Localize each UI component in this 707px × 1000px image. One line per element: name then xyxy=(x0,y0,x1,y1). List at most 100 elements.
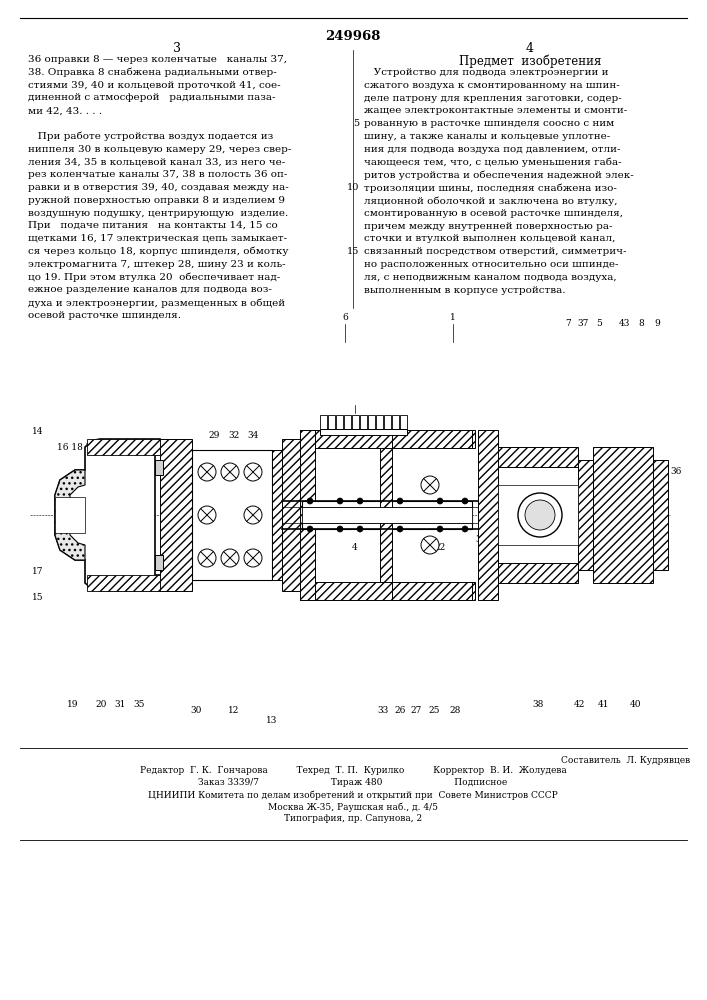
Bar xyxy=(376,415,383,429)
Bar xyxy=(593,447,653,583)
Text: 37: 37 xyxy=(578,319,589,328)
Bar xyxy=(300,430,315,600)
Text: 9: 9 xyxy=(654,319,660,328)
Text: смонтированную в осевой расточке шпинделя,: смонтированную в осевой расточке шпиндел… xyxy=(364,209,623,218)
Circle shape xyxy=(198,549,216,567)
Text: 2: 2 xyxy=(292,536,298,544)
Text: 16 18 24 10  11  21: 16 18 24 10 11 21 xyxy=(57,442,146,452)
Text: 42: 42 xyxy=(573,700,585,709)
Bar xyxy=(320,429,407,435)
Text: ежное разделение каналов для подвода воз-: ежное разделение каналов для подвода воз… xyxy=(28,285,272,294)
Circle shape xyxy=(244,549,262,567)
Text: 3: 3 xyxy=(475,536,481,544)
Text: При работе устройства воздух подается из: При работе устройства воздух подается из xyxy=(28,132,273,141)
Text: Типография, пр. Сапунова, 2: Типография, пр. Сапунова, 2 xyxy=(284,814,422,823)
Text: 35: 35 xyxy=(133,700,145,709)
Circle shape xyxy=(421,536,439,554)
Text: сточки и втулкой выполнен кольцевой канал,: сточки и втулкой выполнен кольцевой кана… xyxy=(364,234,615,243)
Bar xyxy=(392,582,472,600)
Bar xyxy=(498,485,578,545)
Bar xyxy=(155,460,163,475)
Text: жащее электроконтактные элементы и смонти-: жащее электроконтактные элементы и смонт… xyxy=(364,106,627,115)
Text: ми 42, 43. . . .: ми 42, 43. . . . xyxy=(28,106,102,115)
Text: 41: 41 xyxy=(597,700,609,709)
Text: но расположенных относительно оси шпинде-: но расположенных относительно оси шпинде… xyxy=(364,260,619,269)
Text: Предмет  изобретения: Предмет изобретения xyxy=(459,55,601,68)
Bar xyxy=(344,415,351,429)
Text: 5: 5 xyxy=(596,319,602,328)
Text: 22: 22 xyxy=(434,544,445,552)
Circle shape xyxy=(337,526,343,532)
Text: воздушную подушку, центрирующую  изделие.: воздушную подушку, центрирующую изделие. xyxy=(28,209,288,218)
Text: рез коленчатые каналы 37, 38 в полость 36 оп-: рез коленчатые каналы 37, 38 в полость 3… xyxy=(28,170,287,179)
Text: 39: 39 xyxy=(654,488,666,496)
Circle shape xyxy=(357,498,363,504)
Circle shape xyxy=(397,498,403,504)
Text: троизоляции шины, последняя снабжена изо-: троизоляции шины, последняя снабжена изо… xyxy=(364,183,617,193)
Bar xyxy=(498,447,578,467)
Text: 13: 13 xyxy=(267,716,278,725)
Text: электромагнита 7, штекер 28, шину 23 и коль-: электромагнита 7, штекер 28, шину 23 и к… xyxy=(28,260,286,269)
Text: 40: 40 xyxy=(629,700,641,709)
Text: 4: 4 xyxy=(526,42,534,55)
Text: ния для подвода воздуха под давлением, отли-: ния для подвода воздуха под давлением, о… xyxy=(364,145,621,154)
Text: 17: 17 xyxy=(32,568,44,576)
Text: 36: 36 xyxy=(670,468,682,477)
Bar xyxy=(302,507,472,523)
Circle shape xyxy=(397,526,403,532)
Circle shape xyxy=(221,463,239,481)
Text: 26: 26 xyxy=(395,706,406,715)
Text: стиями 39, 40 и кольцевой проточкой 41, сое-: стиями 39, 40 и кольцевой проточкой 41, … xyxy=(28,81,281,90)
Text: ниппеля 30 в кольцевую камеру 29, через свер-: ниппеля 30 в кольцевую камеру 29, через … xyxy=(28,145,291,154)
Text: 8: 8 xyxy=(638,319,644,328)
Text: 27: 27 xyxy=(410,706,421,715)
Text: 25: 25 xyxy=(428,706,440,715)
Text: диненной с атмосферой   радиальными паза-: диненной с атмосферой радиальными паза- xyxy=(28,93,276,102)
Text: 4: 4 xyxy=(352,544,358,552)
Text: осевой расточке шпинделя.: осевой расточке шпинделя. xyxy=(28,311,181,320)
Circle shape xyxy=(525,500,555,530)
Text: сжатого воздуха к смонтированному на шпин-: сжатого воздуха к смонтированному на шпи… xyxy=(364,81,620,90)
Text: ля, с неподвижным каналом подвода воздуха,: ля, с неподвижным каналом подвода воздух… xyxy=(364,273,617,282)
Text: 20: 20 xyxy=(95,700,107,709)
Bar xyxy=(380,448,392,582)
Circle shape xyxy=(437,498,443,504)
Text: При   подаче питания   на контакты 14, 15 со: При подаче питания на контакты 14, 15 со xyxy=(28,221,278,230)
Bar xyxy=(336,415,343,429)
Text: 14: 14 xyxy=(32,428,44,436)
Circle shape xyxy=(307,498,313,504)
Text: 30: 30 xyxy=(190,706,201,715)
Bar xyxy=(282,439,302,591)
Text: 249968: 249968 xyxy=(325,30,380,43)
Text: Устройство для подвода электроэнергии и: Устройство для подвода электроэнергии и xyxy=(364,68,609,77)
Bar xyxy=(653,460,668,570)
Text: 31: 31 xyxy=(115,700,126,709)
Text: ления 34, 35 в кольцевой канал 33, из него че-: ления 34, 35 в кольцевой канал 33, из не… xyxy=(28,157,285,166)
Text: 3: 3 xyxy=(173,42,181,55)
Text: Составитель  Л. Кудрявцев: Составитель Л. Кудрявцев xyxy=(561,756,690,765)
Circle shape xyxy=(357,526,363,532)
Text: 32: 32 xyxy=(228,430,240,440)
Bar xyxy=(498,563,578,583)
Text: шину, а также каналы и кольцевые уплотне-: шину, а также каналы и кольцевые уплотне… xyxy=(364,132,610,141)
Bar xyxy=(498,467,578,563)
Text: 23: 23 xyxy=(240,536,252,544)
Text: 29: 29 xyxy=(209,430,220,440)
Text: чающееся тем, что, с целью уменьшения габа-: чающееся тем, что, с целью уменьшения га… xyxy=(364,158,621,167)
Text: 34: 34 xyxy=(247,430,259,440)
Text: 38: 38 xyxy=(532,700,544,709)
Bar xyxy=(87,439,160,455)
Circle shape xyxy=(244,506,262,524)
Text: 15: 15 xyxy=(32,593,44,602)
Bar xyxy=(20,310,687,725)
Bar xyxy=(392,430,472,448)
Text: Москва Ж-35, Раушская наб., д. 4/5: Москва Ж-35, Раушская наб., д. 4/5 xyxy=(268,802,438,812)
Text: 5: 5 xyxy=(353,119,359,128)
Text: связанный посредством отверстий, симметрич-: связанный посредством отверстий, симметр… xyxy=(364,247,626,256)
Bar xyxy=(392,415,399,429)
Text: Редактор  Г. К.  Гончарова          Техред  Т. П.  Курилко          Корректор  В: Редактор Г. К. Гончарова Техред Т. П. Ку… xyxy=(139,766,566,775)
Circle shape xyxy=(337,498,343,504)
Text: ружной поверхностью оправки 8 и изделием 9: ружной поверхностью оправки 8 и изделием… xyxy=(28,196,285,205)
Text: Заказ 3339/7                         Тираж 480                         Подписное: Заказ 3339/7 Тираж 480 Подписное xyxy=(199,778,508,787)
Bar xyxy=(300,430,475,448)
